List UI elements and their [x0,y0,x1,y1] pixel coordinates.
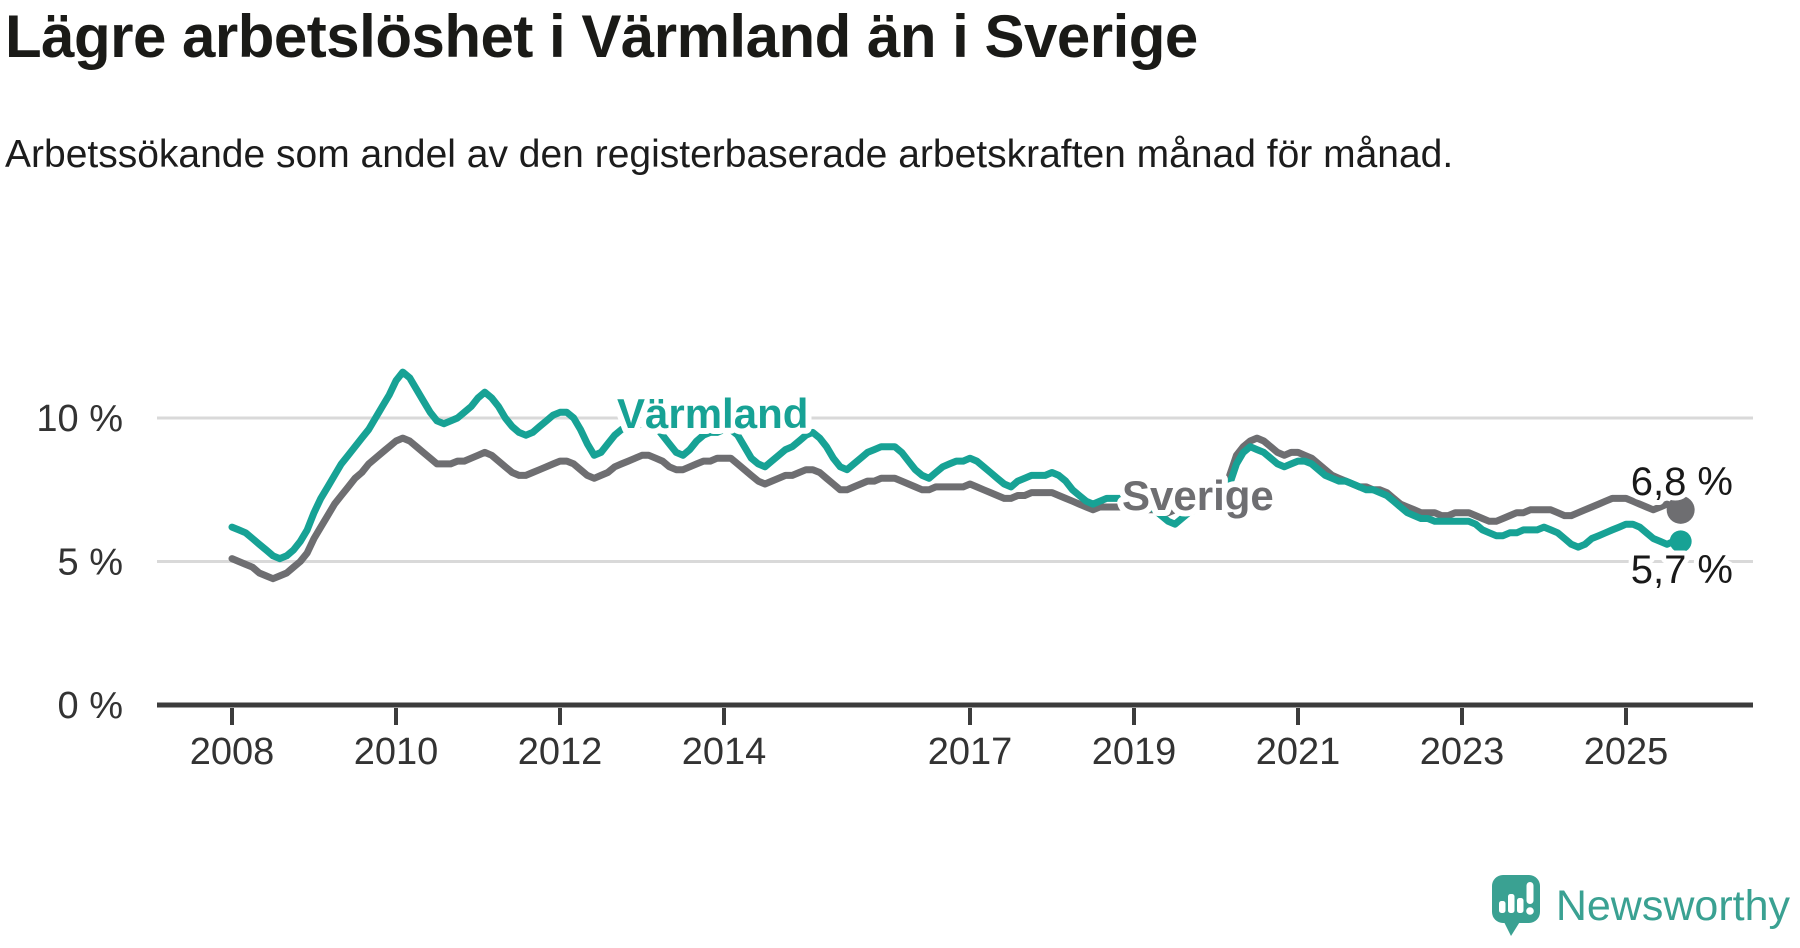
y-tick-label-5: 5 % [58,542,123,584]
newsworthy-wordmark: Newsworthy [1555,881,1790,930]
newsworthy-icon [1491,875,1540,936]
bar-icon-tall [1507,894,1515,913]
series-line-sverige [228,434,1685,583]
series-label-varmland: Värmland [617,390,808,437]
newsworthy-logo: Newsworthy [1491,874,1790,938]
chart-subtitle: Arbetssökande som andel av den registerb… [5,133,1454,176]
page-title: Lägre arbetslöshet i Värmland än i Sveri… [5,3,1198,70]
x-tick-label-2025: 2025 [1584,731,1669,773]
x-tick-label-2014: 2014 [682,731,767,773]
end-value-label-varmland: 5,7 % [1631,548,1733,592]
x-tick-label-2012: 2012 [518,731,603,773]
series-line-varmland [228,368,1685,563]
exclamation-icon [1526,882,1534,904]
y-tick-label-0: 0 % [58,685,123,727]
x-tick-label-2010: 2010 [354,731,439,773]
x-tick-label-2017: 2017 [928,731,1013,773]
x-tick-label-2019: 2019 [1092,731,1177,773]
x-tick-label-2021: 2021 [1256,731,1341,773]
x-tick-label-2023: 2023 [1420,731,1505,773]
bar-icon-medium [1516,898,1524,913]
bar-icon-short [1498,901,1506,913]
series-end-dot-varmland [1669,530,1692,553]
series-label-sverige: Sverige [1122,472,1274,519]
end-value-label-sverige: 6,8 % [1631,460,1733,504]
series-end-dot-sverige [1666,495,1695,524]
x-tick-label-2008: 2008 [190,731,275,773]
line-chart: 2008 2010 2012 2014 2017 2019 2021 2023 2025 0 % 5… [36,368,1753,773]
y-tick-label-10: 10 % [36,398,123,440]
